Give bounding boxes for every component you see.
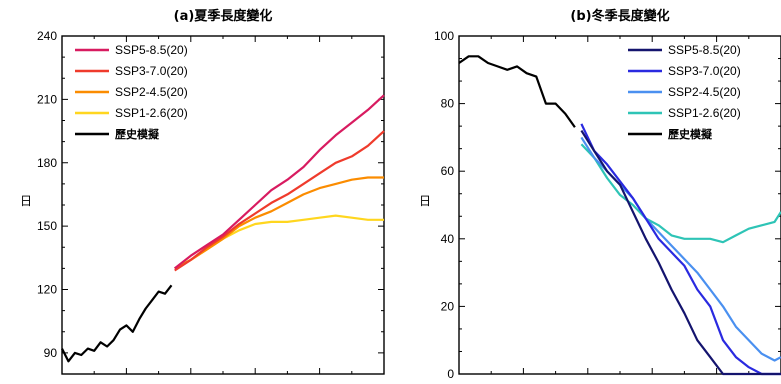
y-tick-label: 60 bbox=[441, 164, 455, 178]
legend-label: SSP3-7.0(20) bbox=[115, 64, 188, 78]
y-tick-label: 40 bbox=[441, 232, 455, 246]
y-tick-label: 80 bbox=[441, 97, 455, 111]
axis-ticks: 0 20 40 60 80 100 bbox=[434, 29, 781, 381]
y-tick-label: 20 bbox=[441, 299, 455, 313]
chart-summer-length: (a)夏季長度變化 日 90 120 150 180 210 240 SSP5-8.5(2… bbox=[20, 8, 385, 375]
y-tick-label: 0 bbox=[447, 367, 454, 381]
legend: SSP5-8.5(20) SSP3-7.0(20) SSP2-4.5(20) SSP1… bbox=[75, 43, 188, 141]
series-line-1 bbox=[174, 130, 385, 272]
chart-title: (a)夏季長度變化 bbox=[174, 8, 273, 24]
legend-label: 歷史模擬 bbox=[115, 127, 160, 141]
legend-label: SSP1-2.6(20) bbox=[115, 106, 188, 120]
y-tick-label: 180 bbox=[37, 156, 57, 170]
y-tick-label: 240 bbox=[37, 29, 57, 43]
y-tick-label: 120 bbox=[37, 283, 57, 297]
legend-label: SSP5-8.5(20) bbox=[115, 43, 188, 57]
series-line-1 bbox=[580, 123, 781, 376]
y-axis-label: 日 bbox=[20, 194, 32, 208]
y-tick-label: 90 bbox=[44, 346, 58, 360]
legend-label: SSP2-4.5(20) bbox=[668, 85, 741, 99]
series-line-2 bbox=[174, 176, 384, 270]
series-lines bbox=[61, 94, 385, 363]
y-tick-label: 210 bbox=[37, 92, 57, 106]
y-tick-label: 100 bbox=[434, 29, 454, 43]
series-lines bbox=[458, 55, 781, 376]
legend-label: SSP3-7.0(20) bbox=[668, 64, 741, 78]
series-line-4 bbox=[61, 284, 173, 363]
legend-label: SSP1-2.6(20) bbox=[668, 106, 741, 120]
series-line-3 bbox=[580, 143, 781, 244]
series-line-0 bbox=[174, 94, 385, 270]
series-line-4 bbox=[458, 55, 576, 128]
legend-label: 歷史模擬 bbox=[668, 127, 713, 141]
series-line-0 bbox=[580, 130, 781, 376]
legend-label: SSP5-8.5(20) bbox=[668, 43, 741, 57]
legend: SSP5-8.5(20) SSP3-7.0(20) SSP2-4.5(20) SSP1… bbox=[628, 43, 741, 141]
chart-title: (b)冬季長度變化 bbox=[570, 8, 669, 24]
legend-label: SSP2-4.5(20) bbox=[115, 85, 188, 99]
series-line-3 bbox=[174, 214, 384, 270]
y-tick-label: 150 bbox=[37, 219, 57, 233]
plot-frame bbox=[61, 35, 385, 375]
axis-ticks: 90 120 150 180 210 240 bbox=[37, 29, 385, 374]
y-axis-label: 日 bbox=[419, 194, 431, 208]
